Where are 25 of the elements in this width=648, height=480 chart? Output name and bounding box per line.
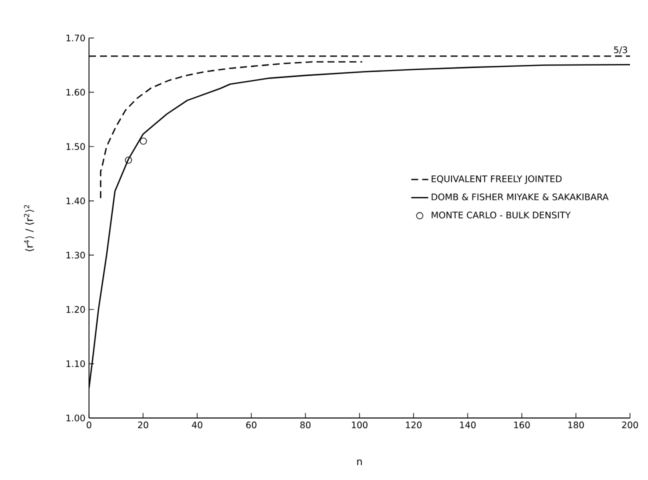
legend-label: MONTE CARLO - BULK DENSITY	[432, 212, 571, 218]
x-tick-label: 200	[622, 422, 638, 428]
y-tick-label: 1.20	[66, 306, 85, 313]
legend-label: EQUIVALENT FREELY JOINTED	[432, 175, 562, 184]
y-tick-label: 1.60	[66, 88, 85, 96]
y-tick-label: 1.70	[66, 34, 85, 42]
x-tick-label: 100	[352, 422, 368, 428]
x-tick-label: 80	[300, 422, 311, 428]
x-tick-label: 140	[460, 422, 476, 428]
x-tick-label: 180	[568, 422, 584, 428]
x-tick-label: 0	[86, 422, 92, 428]
y-tick-label: 1.30	[66, 252, 85, 259]
x-tick-label: 120	[406, 422, 422, 428]
legend-label: DOMB & FISHER MIYAKE & SAKAKIBARA	[432, 194, 609, 200]
annotation: 5/3	[614, 46, 628, 54]
x-tick-label: 160	[514, 422, 530, 428]
y-tick-label: 1.00	[66, 414, 85, 422]
x-tick-label: 20	[138, 422, 148, 428]
x-tick-label: 40	[192, 422, 202, 428]
y-tick-label: 1.10	[66, 360, 85, 368]
x-tick-label: 60	[246, 422, 256, 428]
x-axis-title: n	[357, 460, 362, 466]
y-axis-title: ⟨r$^{4}$⟩ / ⟨r$^{2}$⟩$^{2}$	[24, 205, 34, 252]
y-tick-label: 1.40	[66, 197, 85, 204]
y-tick-label: 1.50	[66, 143, 85, 150]
